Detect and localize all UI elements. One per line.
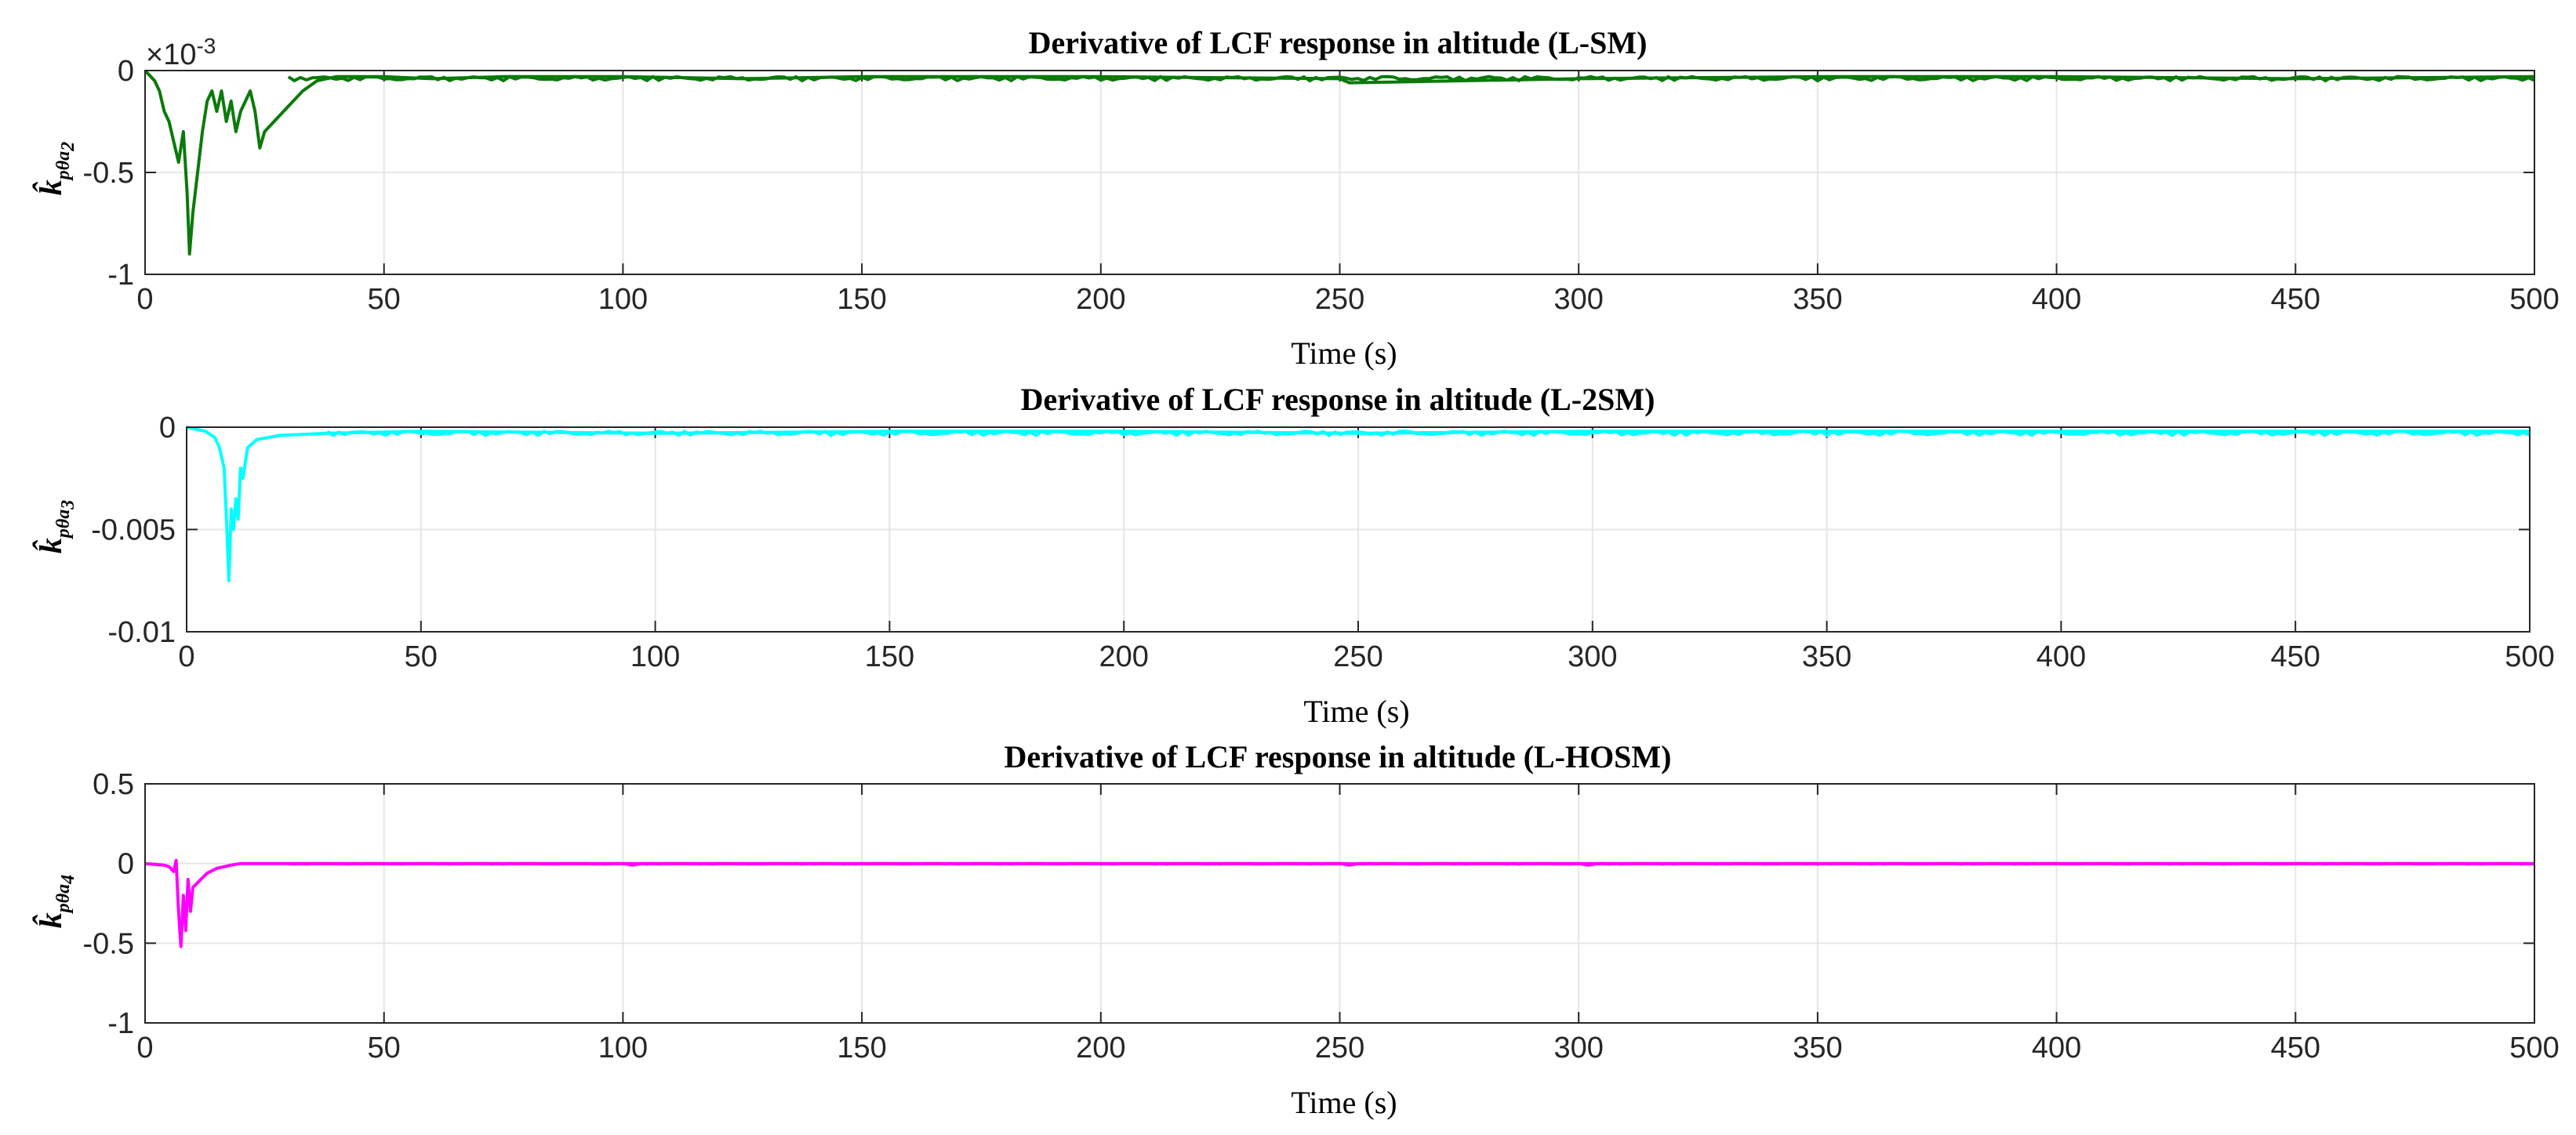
y-exponent-base: ×10 (146, 38, 196, 71)
x-tick-label: 300 (1553, 1032, 1603, 1064)
x-tick-label: 400 (2032, 1032, 2081, 1064)
y-tick-label: -1 (107, 1007, 134, 1040)
y-tick-label: 0.5 (93, 768, 134, 801)
chart-panel-l-sm: Derivative of LCF response in altitude (… (32, 25, 2560, 371)
chart-title: Derivative of LCF response in altitude (… (1021, 382, 1655, 417)
y-axis-label-base: k̂ (32, 538, 68, 553)
x-tick-label: 100 (630, 640, 680, 673)
x-tick-label: 50 (368, 1032, 401, 1064)
x-tick-label: 400 (2036, 640, 2086, 673)
y-axis-label: k̂pθa3 (32, 500, 78, 553)
x-tick-label: 250 (1315, 1032, 1364, 1064)
x-tick-label: 250 (1315, 283, 1364, 316)
y-axis-label-subsub: 3 (58, 500, 78, 510)
y-axis-label-subsub: 4 (58, 875, 78, 885)
y-axis-label-subsub: 2 (58, 142, 78, 152)
y-axis-label-base: k̂ (32, 179, 68, 195)
x-tick-label: 250 (1333, 640, 1382, 673)
x-tick-label: 200 (1076, 1032, 1125, 1064)
x-tick-label: 450 (2270, 640, 2320, 673)
x-tick-label: 100 (598, 283, 648, 316)
series-layer (144, 858, 2535, 948)
axis-ticks: 0 50 100 150 200 250 300 350 400 450 500 -1 -0.5 0 0.5 (83, 768, 2560, 1064)
x-tick-label: 50 (405, 640, 438, 673)
chart-panel-l-hosm: Derivative of LCF response in altitude (… (32, 739, 2560, 1120)
x-tick-label: 50 (368, 283, 401, 316)
y-tick-label: -0.005 (91, 514, 176, 547)
axis-ticks: 0 50 100 150 200 250 300 350 400 450 500 -0.01 -0.00… (91, 412, 2554, 673)
y-axis-label-sub: pθa (53, 151, 74, 181)
x-tick-label: 200 (1076, 283, 1125, 316)
y-axis-label: k̂pθa2 (32, 142, 78, 195)
x-tick-label: 300 (1568, 640, 1617, 673)
chart-title: Derivative of LCF response in altitude (… (1004, 739, 1671, 774)
series-noise-l-hosm (288, 861, 2535, 866)
x-tick-label: 500 (2509, 1032, 2559, 1064)
y-tick-label: -0.5 (83, 927, 134, 960)
x-tick-label: 400 (2032, 283, 2081, 316)
x-tick-label: 100 (598, 1032, 648, 1064)
y-tick-label: 0 (159, 412, 176, 444)
x-tick-label: 300 (1553, 283, 1603, 316)
y-axis-label-sub: pθa (53, 884, 74, 914)
x-axis-label: Time (s) (1291, 1085, 1397, 1120)
chart-panel-l-2sm: Derivative of LCF response in altitude (… (32, 382, 2555, 729)
x-tick-label: 0 (136, 283, 153, 316)
y-tick-label: -1 (107, 259, 134, 292)
axis-ticks: 0 50 100 150 200 250 300 350 400 450 500 -1 -0.5 0 (83, 55, 2560, 316)
x-axis-label: Time (s) (1303, 694, 1409, 729)
series-noise-l-2sm (326, 429, 2531, 437)
chart-title: Derivative of LCF response in altitude (… (1029, 25, 1648, 60)
plot-frame (144, 783, 2535, 1024)
y-tick-label: -0.5 (83, 157, 134, 190)
x-tick-label: 350 (1793, 1032, 1842, 1064)
x-tick-label: 0 (178, 640, 194, 673)
x-tick-label: 450 (2271, 283, 2320, 316)
x-tick-label: 150 (837, 283, 886, 316)
y-exponent-power: -3 (196, 34, 216, 58)
x-tick-label: 500 (2505, 640, 2554, 673)
plot-frame (186, 426, 2531, 633)
y-exponent-label: ×10-3 (146, 34, 216, 71)
y-axis-label-sub: pθa (53, 509, 74, 539)
series-layer (144, 69, 2535, 256)
x-tick-label: 450 (2271, 1032, 2320, 1064)
y-tick-label: 0 (118, 848, 134, 881)
x-tick-label: 0 (136, 1032, 153, 1064)
x-tick-label: 350 (1802, 640, 1851, 673)
x-axis-label: Time (s) (1291, 335, 1397, 371)
x-tick-label: 350 (1793, 283, 1842, 316)
y-axis-label-base: k̂ (32, 912, 68, 928)
series-layer (186, 426, 2531, 582)
plot-frame (144, 70, 2535, 275)
series-noise-l-sm (287, 74, 2535, 83)
x-tick-label: 150 (865, 640, 914, 673)
y-tick-label: -0.01 (107, 616, 176, 649)
x-tick-label: 150 (837, 1032, 886, 1064)
x-tick-label: 500 (2509, 283, 2559, 316)
y-axis-label: k̂pθa4 (32, 875, 78, 928)
y-tick-label: 0 (118, 55, 134, 88)
x-tick-label: 200 (1099, 640, 1148, 673)
